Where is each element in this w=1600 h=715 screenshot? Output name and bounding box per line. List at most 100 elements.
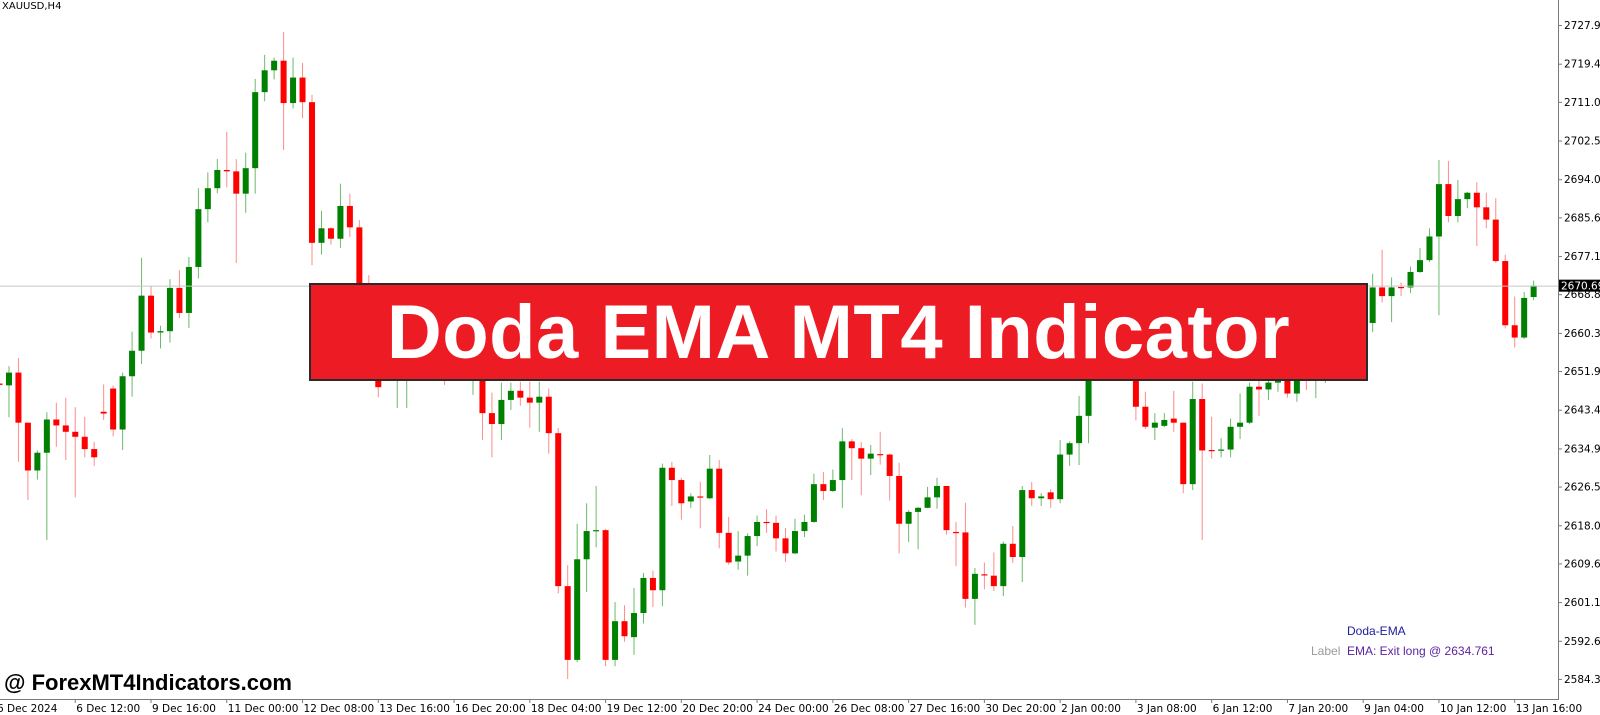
candle-body xyxy=(1274,379,1281,383)
candle-body xyxy=(593,530,600,532)
candle-body xyxy=(309,102,316,243)
candle xyxy=(943,485,950,535)
price-tick-label: 2702.570 xyxy=(1564,136,1600,148)
candle-body xyxy=(1398,287,1405,289)
candle xyxy=(621,605,628,642)
candle-body xyxy=(53,419,60,426)
candle-body xyxy=(896,475,903,524)
candle xyxy=(725,516,732,565)
candle xyxy=(309,94,316,266)
candle-body xyxy=(488,413,495,425)
candle xyxy=(1180,422,1187,494)
candle-body xyxy=(1369,287,1376,323)
candle xyxy=(810,473,817,523)
candle-body xyxy=(1483,207,1490,220)
price-tick-label: 2584.320 xyxy=(1564,674,1600,686)
candle-body xyxy=(649,577,656,591)
candle-body xyxy=(1208,449,1215,452)
candle xyxy=(204,172,211,223)
candle xyxy=(791,518,798,555)
candle-body xyxy=(990,575,997,587)
candle-body xyxy=(848,441,855,449)
candle xyxy=(1076,395,1083,466)
candle xyxy=(119,372,126,450)
candle-body xyxy=(479,357,486,414)
candle xyxy=(148,285,155,339)
candle-body xyxy=(810,484,817,522)
candle-body xyxy=(62,425,69,432)
price-tick-label: 2727.945 xyxy=(1564,20,1600,32)
candle-body xyxy=(1502,261,1509,326)
candle-body xyxy=(1388,287,1395,297)
candle-body xyxy=(1076,415,1083,444)
candle xyxy=(166,279,173,343)
candle-body xyxy=(905,511,912,524)
candle-body xyxy=(91,449,98,458)
candle xyxy=(91,441,98,466)
candle-body xyxy=(195,209,202,267)
time-tick-label: 26 Dec 08:00 xyxy=(834,703,905,715)
candle xyxy=(1398,282,1405,297)
candle xyxy=(697,481,704,529)
candle xyxy=(839,428,846,508)
candle-body xyxy=(1161,419,1168,426)
time-tick-label: 6 Dec 12:00 xyxy=(76,703,140,715)
candle xyxy=(962,502,969,608)
candle xyxy=(1038,493,1045,507)
time-tick-label: 13 Dec 16:00 xyxy=(379,703,450,715)
price-axis: 2727.945 2719.445 2711.070 2702.570 2694.070… xyxy=(1558,20,1600,686)
candle xyxy=(261,54,268,102)
candle xyxy=(507,382,514,410)
candle xyxy=(1530,280,1537,301)
candle-body xyxy=(782,538,789,554)
candle-body xyxy=(1019,490,1026,557)
candle xyxy=(678,477,685,520)
candle-body xyxy=(886,454,893,476)
candle xyxy=(773,515,780,552)
candle-body xyxy=(318,228,325,243)
candle-body xyxy=(1038,496,1045,499)
candle-body xyxy=(507,390,514,400)
candle xyxy=(1454,180,1461,223)
candle-body xyxy=(100,411,107,414)
candle xyxy=(612,602,619,667)
candle xyxy=(905,510,912,542)
time-tick-label: 3 Jan 08:00 xyxy=(1137,703,1197,715)
candle-body xyxy=(867,453,874,459)
candle-body xyxy=(716,468,723,533)
symbol-timeframe-label: XAUUSD,H4 xyxy=(2,1,62,12)
candle-body xyxy=(176,287,183,313)
candle-body xyxy=(1151,422,1158,428)
candle xyxy=(668,461,675,507)
title-banner: Doda EMA MT4 Indicator xyxy=(309,283,1368,381)
candle-body xyxy=(327,228,334,239)
candle xyxy=(1388,277,1395,323)
candle-body xyxy=(1454,199,1461,216)
price-tick-label: 2711.070 xyxy=(1564,97,1600,109)
price-tick-label: 2601.195 xyxy=(1564,597,1600,609)
candle xyxy=(735,531,742,570)
candle-body xyxy=(668,467,675,481)
candle xyxy=(34,450,41,480)
candle xyxy=(1227,418,1234,458)
candle-body xyxy=(791,531,798,554)
candle-body xyxy=(706,468,713,499)
candle xyxy=(252,78,259,194)
candle xyxy=(1170,390,1177,432)
candle xyxy=(346,193,353,237)
current-price-value: 2670.694 xyxy=(1561,281,1600,293)
candle xyxy=(1151,413,1158,440)
candle-body xyxy=(290,77,297,104)
candle xyxy=(782,527,789,563)
candle-body xyxy=(129,350,136,377)
candle-body xyxy=(754,521,761,537)
candle-body xyxy=(356,227,363,296)
candle-body xyxy=(915,507,922,512)
candle-body xyxy=(612,621,619,660)
candle xyxy=(498,382,505,440)
price-tick-label: 2626.570 xyxy=(1564,482,1600,494)
candle-body xyxy=(829,480,836,491)
candle xyxy=(990,552,997,592)
candle-body xyxy=(271,60,278,71)
candle xyxy=(1502,254,1509,329)
